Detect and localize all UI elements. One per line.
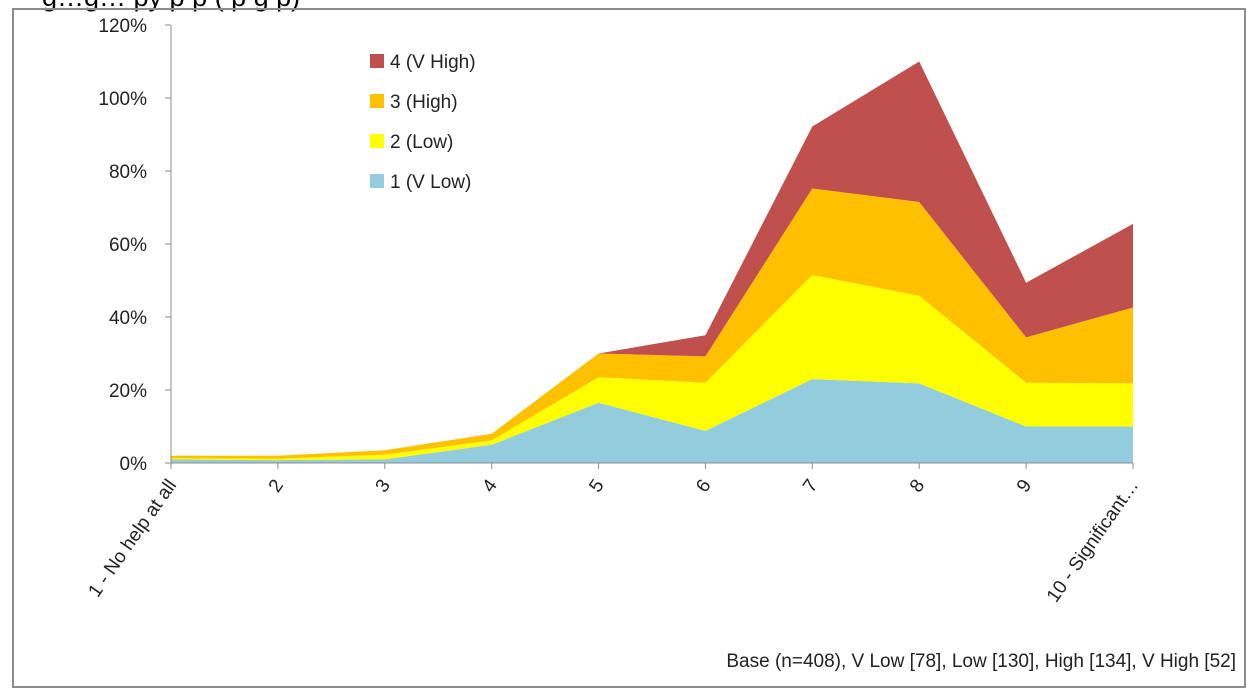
x-tick-label: 2 [265,476,288,497]
legend-swatch [370,94,384,108]
area-series-1 [171,379,1133,463]
area-layers [171,61,1133,463]
legend-swatch [370,174,384,188]
x-tick-label: 9 [1013,476,1036,497]
legend-swatch [370,54,384,68]
x-tick-label: 10 - Significant… [1043,476,1143,607]
y-tick-label: 100% [98,89,147,110]
y-tick-label: 120% [98,16,147,37]
x-tick-label: 7 [799,476,822,497]
legend-label: 1 (V Low) [390,172,471,193]
y-tick-label: 0% [120,454,148,475]
legend: 4 (V High) 3 (High) 2 (Low) 1 (V Low) [370,52,476,193]
y-tick-label: 20% [109,381,147,402]
y-tick-label: 80% [109,162,147,183]
base-note: Base (n=408), V Low [78], Low [130], Hig… [726,651,1236,672]
x-axis-ticks: 1 - No help at all 2 3 4 5 6 7 8 9 10 - Significa… [85,463,1143,607]
x-tick-label: 4 [478,475,502,496]
y-tick-label: 40% [109,308,147,329]
legend-label: 3 (High) [390,92,458,113]
x-tick-label: 1 - No help at all [85,476,182,601]
area-series-3 [171,188,1133,459]
legend-swatch [370,134,384,148]
legend-label: 4 (V High) [390,52,476,73]
area-series-2 [171,275,1133,461]
x-tick-label: 6 [692,476,715,497]
area-series-4 [171,61,1133,456]
x-tick-label: 5 [585,476,608,497]
y-tick-label: 60% [109,235,147,256]
x-tick-label: 3 [372,476,395,497]
y-axis-ticks: 0% 20% 40% 60% 80% 100% 120% [98,16,171,475]
x-tick-label: 8 [906,476,929,497]
legend-label: 2 (Low) [390,132,453,153]
